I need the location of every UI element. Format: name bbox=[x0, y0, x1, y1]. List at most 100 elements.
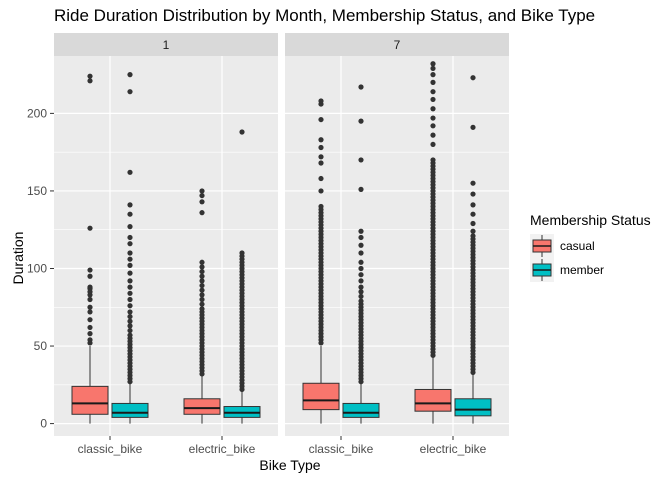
outlier-point bbox=[127, 313, 133, 320]
outlier-point bbox=[199, 301, 205, 307]
outlier-point bbox=[199, 273, 205, 279]
outlier-point bbox=[127, 284, 133, 290]
outlier-point bbox=[87, 309, 93, 315]
outlier-point bbox=[87, 324, 93, 331]
box-member bbox=[454, 398, 492, 417]
outlier-point bbox=[127, 296, 133, 303]
outlier-point bbox=[87, 267, 93, 273]
outlier-point bbox=[87, 317, 93, 323]
outlier-point bbox=[470, 202, 476, 208]
outlier-point bbox=[127, 309, 133, 315]
outlier-point bbox=[358, 272, 364, 278]
outlier-point bbox=[358, 250, 364, 256]
outlier-point bbox=[127, 303, 133, 309]
outlier-point bbox=[127, 332, 133, 338]
outlier-point bbox=[127, 72, 133, 78]
box-casual bbox=[71, 385, 109, 415]
outlier-point bbox=[358, 293, 364, 300]
outlier-point bbox=[358, 228, 364, 234]
outlier-point bbox=[358, 298, 364, 304]
outlier-point bbox=[127, 290, 133, 296]
legend-item-casual: casual bbox=[530, 234, 651, 258]
outlier-point bbox=[127, 202, 133, 208]
outlier-point bbox=[358, 284, 364, 290]
outlier-point bbox=[127, 256, 133, 262]
outlier-point bbox=[358, 84, 364, 90]
outlier-point bbox=[470, 220, 476, 227]
outlier-point bbox=[127, 250, 133, 256]
outlier-point bbox=[127, 224, 133, 230]
outlier-point bbox=[470, 124, 476, 130]
outlier-point bbox=[358, 289, 364, 295]
outlier-point bbox=[87, 337, 93, 343]
outlier-point bbox=[318, 188, 324, 194]
facet-strip bbox=[54, 33, 278, 56]
chart-title: Ride Duration Distribution by Month, Mem… bbox=[54, 6, 596, 25]
x-axis-label: Bike Type bbox=[259, 457, 321, 473]
outlier-point bbox=[430, 141, 436, 148]
x-tick-label: electric_bike bbox=[189, 442, 256, 456]
outlier-point bbox=[127, 89, 133, 95]
facet-label: 1 bbox=[163, 38, 170, 52]
outlier-point bbox=[430, 96, 436, 103]
outlier-point bbox=[318, 98, 324, 104]
outlier-point bbox=[199, 210, 205, 216]
outlier-point bbox=[430, 72, 436, 78]
outlier-point bbox=[318, 144, 324, 151]
outlier-point bbox=[430, 132, 436, 138]
facet-label: 7 bbox=[394, 38, 401, 52]
outlier-point bbox=[199, 192, 205, 199]
outlier-point bbox=[199, 292, 205, 298]
legend-key-casual bbox=[530, 234, 554, 258]
legend-items: casual member bbox=[530, 234, 651, 282]
outlier-point bbox=[358, 186, 364, 192]
outlier-point bbox=[430, 106, 436, 112]
outlier-point bbox=[127, 169, 133, 175]
legend-item-member: member bbox=[530, 258, 651, 282]
outlier-point bbox=[127, 234, 133, 241]
outlier-point bbox=[430, 115, 436, 121]
box-member bbox=[342, 402, 380, 418]
outlier-point bbox=[430, 89, 436, 95]
box-casual bbox=[183, 398, 221, 415]
y-axis-label: Duration bbox=[10, 231, 26, 285]
outlier-point bbox=[199, 296, 205, 303]
outlier-point bbox=[127, 323, 133, 329]
x-tick-label: classic_bike bbox=[78, 442, 143, 456]
outlier-point bbox=[358, 234, 364, 241]
x-tick-label: electric_bike bbox=[420, 442, 487, 456]
outlier-point bbox=[87, 296, 93, 303]
outlier-point bbox=[470, 233, 476, 239]
outlier-point bbox=[358, 265, 364, 272]
outlier-point bbox=[87, 304, 93, 310]
outlier-point bbox=[318, 116, 324, 123]
outlier-point bbox=[127, 327, 133, 334]
outlier-point bbox=[318, 160, 324, 166]
outlier-point bbox=[199, 282, 205, 289]
outlier-point bbox=[127, 278, 133, 284]
facet-strip bbox=[285, 33, 509, 56]
box-casual bbox=[414, 388, 452, 412]
legend-title: Membership Status bbox=[530, 212, 651, 228]
outlier-point bbox=[318, 175, 324, 182]
outlier-point bbox=[470, 211, 476, 217]
outlier-point bbox=[430, 157, 436, 163]
legend: Membership Status casual member bbox=[530, 212, 651, 282]
outlier-point bbox=[87, 273, 93, 279]
y-tick-label: 100 bbox=[27, 261, 47, 275]
outlier-point bbox=[470, 191, 476, 197]
outlier-point bbox=[430, 65, 436, 72]
outlier-point bbox=[430, 79, 436, 85]
outlier-point bbox=[127, 318, 133, 324]
outlier-point bbox=[430, 61, 436, 67]
outlier-point bbox=[358, 259, 364, 265]
y-tick-label: 200 bbox=[27, 106, 47, 120]
outlier-point bbox=[239, 129, 245, 135]
y-tick-label: 50 bbox=[34, 339, 48, 353]
outlier-point bbox=[87, 225, 93, 231]
outlier-point bbox=[127, 262, 133, 268]
y-tick-label: 150 bbox=[27, 184, 47, 198]
outlier-point bbox=[127, 211, 133, 217]
outlier-point bbox=[199, 259, 205, 265]
